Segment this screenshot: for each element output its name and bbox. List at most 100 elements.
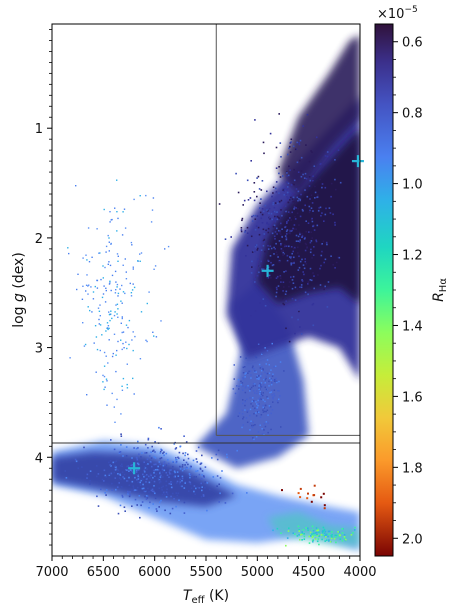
scatter-point xyxy=(262,394,264,397)
scatter-point xyxy=(252,397,254,399)
scatter-point xyxy=(169,469,171,471)
scatter-point xyxy=(339,181,342,184)
scatter-point xyxy=(301,532,304,534)
scatter-point xyxy=(120,300,122,302)
scatter-point xyxy=(147,487,149,490)
scatter-point xyxy=(283,303,285,306)
scatter-point xyxy=(171,507,174,510)
scatter-point xyxy=(327,530,330,533)
scatter-point xyxy=(212,476,215,478)
scatter-point xyxy=(302,210,304,212)
scatter-point xyxy=(98,318,100,321)
scatter-point xyxy=(108,327,110,330)
scatter-point xyxy=(131,244,133,246)
scatter-point xyxy=(145,339,147,341)
scatter-point xyxy=(301,235,304,237)
scatter-point xyxy=(110,439,112,441)
upper-giant-branch xyxy=(277,35,360,194)
scatter-point xyxy=(260,386,262,388)
scatter-point xyxy=(268,385,270,387)
scatter-point xyxy=(271,195,273,198)
scatter-point xyxy=(256,177,258,179)
scatter-point xyxy=(283,370,285,372)
scatter-point xyxy=(274,248,276,250)
scatter-point xyxy=(155,463,157,466)
scatter-point xyxy=(244,404,246,407)
scatter-point xyxy=(147,437,150,440)
scatter-point xyxy=(163,451,165,453)
scatter-point xyxy=(251,424,253,427)
scatter-point xyxy=(103,388,105,391)
scatter-point xyxy=(328,539,330,541)
scatter-point xyxy=(250,420,252,422)
scatter-point xyxy=(304,242,307,245)
scatter-point xyxy=(278,229,280,232)
scatter-point xyxy=(274,202,277,204)
scatter-point xyxy=(85,254,87,256)
scatter-point xyxy=(184,482,186,484)
scatter-point xyxy=(81,298,84,300)
scatter-point xyxy=(136,478,138,481)
scatter-point xyxy=(215,453,218,456)
scatter-point xyxy=(68,252,70,255)
scatter-point xyxy=(296,535,299,537)
scatter-point xyxy=(267,227,270,230)
scatter-point xyxy=(282,254,284,257)
scatter-point xyxy=(161,469,164,472)
scatter-point xyxy=(291,198,294,200)
scatter-point xyxy=(187,453,189,456)
scatter-point xyxy=(263,429,265,431)
scatter-point xyxy=(296,141,298,144)
scatter-point xyxy=(159,477,162,479)
scatter-point xyxy=(122,342,124,345)
scatter-point xyxy=(263,233,266,235)
scatter-point xyxy=(275,286,278,289)
scatter-point xyxy=(260,217,263,220)
lower-band xyxy=(267,512,360,548)
scatter-point xyxy=(152,197,155,199)
scatter-point xyxy=(127,490,129,493)
scatter-point xyxy=(262,411,265,413)
scatter-point xyxy=(287,174,290,177)
scatter-point xyxy=(184,452,187,454)
scatter-point xyxy=(306,195,309,198)
scatter-point xyxy=(255,356,258,359)
scatter-point xyxy=(262,268,265,270)
scatter-point xyxy=(254,407,256,410)
scatter-point xyxy=(325,292,328,295)
scatter-point xyxy=(167,245,170,248)
scatter-point xyxy=(96,495,98,498)
scatter-point xyxy=(109,464,111,466)
scatter-point xyxy=(161,493,164,496)
scatter-point xyxy=(109,282,111,284)
scatter-point xyxy=(173,470,176,473)
scatter-point xyxy=(320,214,322,217)
scatter-point xyxy=(306,246,308,248)
scatter-point xyxy=(291,287,294,290)
scatter-point xyxy=(144,489,146,492)
scatter-point xyxy=(262,298,265,300)
scatter-point xyxy=(106,380,108,382)
scatter-point xyxy=(286,191,289,194)
scatter-point xyxy=(262,406,264,409)
scatter-point xyxy=(290,256,293,258)
scatter-point xyxy=(282,290,284,292)
scatter-point xyxy=(293,256,295,259)
scatter-point xyxy=(233,364,235,366)
scatter-point xyxy=(319,178,321,181)
scatter-point xyxy=(249,414,251,417)
scatter-point xyxy=(287,197,289,200)
scatter-point xyxy=(271,389,273,392)
scatter-point xyxy=(102,374,104,377)
scatter-point xyxy=(170,486,173,489)
scatter-point xyxy=(241,217,244,220)
scatter-point xyxy=(282,175,284,177)
scatter-point xyxy=(270,247,273,250)
scatter-point xyxy=(84,343,87,346)
scatter-point xyxy=(102,381,104,383)
scatter-point xyxy=(108,261,110,263)
scatter-point xyxy=(183,435,185,437)
scatter-point xyxy=(259,424,261,426)
scatter-point xyxy=(259,207,261,209)
scatter-point xyxy=(86,477,88,479)
